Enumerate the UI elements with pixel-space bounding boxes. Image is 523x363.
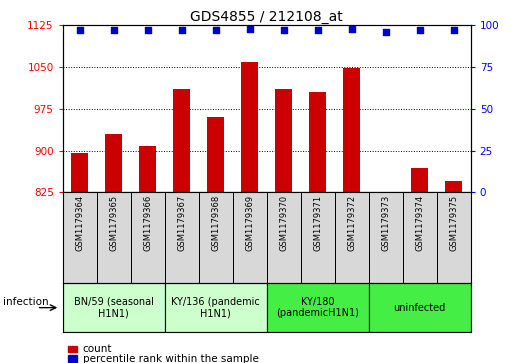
Text: KY/180
(pandemicH1N1): KY/180 (pandemicH1N1) <box>276 297 359 318</box>
Text: uninfected: uninfected <box>394 303 446 313</box>
Bar <box>97 192 131 283</box>
Bar <box>301 192 335 283</box>
Bar <box>369 283 471 332</box>
Bar <box>275 89 292 192</box>
Bar <box>309 92 326 192</box>
Point <box>415 28 424 33</box>
Bar <box>63 192 97 283</box>
Point <box>245 26 254 32</box>
Bar <box>71 153 88 192</box>
Point <box>313 28 322 33</box>
Bar <box>165 283 267 332</box>
Bar <box>343 68 360 192</box>
Text: GSM1179368: GSM1179368 <box>211 195 220 251</box>
Text: GSM1179366: GSM1179366 <box>143 195 152 251</box>
Text: GSM1179374: GSM1179374 <box>415 195 424 251</box>
Text: BN/59 (seasonal
H1N1): BN/59 (seasonal H1N1) <box>74 297 154 318</box>
Text: GSM1179365: GSM1179365 <box>109 195 118 251</box>
Point <box>109 28 118 33</box>
Bar <box>411 168 428 192</box>
Text: infection: infection <box>3 297 48 307</box>
Point <box>211 28 220 33</box>
Text: GSM1179369: GSM1179369 <box>245 195 254 251</box>
Point <box>347 26 356 32</box>
Bar <box>445 181 462 192</box>
Point <box>75 28 84 33</box>
Text: GSM1179370: GSM1179370 <box>279 195 288 251</box>
Bar <box>207 117 224 192</box>
Bar <box>105 134 122 192</box>
Bar <box>437 192 471 283</box>
Point <box>177 28 186 33</box>
Point <box>143 28 152 33</box>
Text: GSM1179373: GSM1179373 <box>381 195 390 251</box>
Bar <box>403 192 437 283</box>
Bar <box>267 192 301 283</box>
Bar <box>233 192 267 283</box>
Bar <box>267 283 369 332</box>
Bar <box>199 192 233 283</box>
Text: KY/136 (pandemic
H1N1): KY/136 (pandemic H1N1) <box>172 297 260 318</box>
Bar <box>173 89 190 192</box>
Bar <box>68 346 77 352</box>
Point <box>449 28 458 33</box>
Bar <box>63 283 165 332</box>
Text: GSM1179364: GSM1179364 <box>75 195 84 251</box>
Point <box>279 28 288 33</box>
Bar <box>241 62 258 192</box>
Title: GDS4855 / 212108_at: GDS4855 / 212108_at <box>190 11 343 24</box>
Bar <box>68 355 77 362</box>
Text: percentile rank within the sample: percentile rank within the sample <box>83 354 258 363</box>
Point <box>381 29 390 35</box>
Bar <box>139 146 156 192</box>
Bar <box>165 192 199 283</box>
Text: GSM1179367: GSM1179367 <box>177 195 186 251</box>
Bar <box>335 192 369 283</box>
Bar <box>131 192 165 283</box>
Text: GSM1179371: GSM1179371 <box>313 195 322 251</box>
Text: count: count <box>83 344 112 354</box>
Text: GSM1179375: GSM1179375 <box>449 195 458 251</box>
Text: GSM1179372: GSM1179372 <box>347 195 356 251</box>
Bar <box>369 192 403 283</box>
